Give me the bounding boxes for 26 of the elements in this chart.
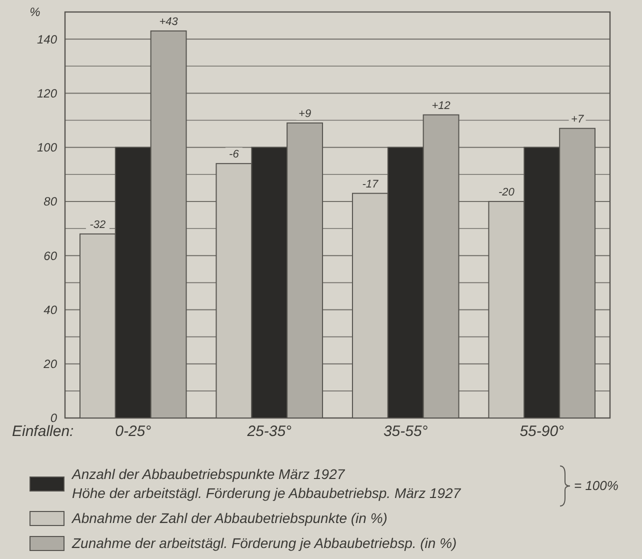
y-tick-label: 40 [44,302,58,317]
annotation: +9 [298,108,312,120]
y-tick-label: 140 [36,32,58,46]
annotation: -32 [90,218,106,231]
annotation: -17 [362,178,380,190]
annotation: -6 [229,148,240,161]
y-tick-label: 100 [36,140,58,155]
x-tick-label: 35-55° [383,423,428,440]
x-tick-label: 0-25° [115,423,152,440]
y-tick-label: 20 [42,357,58,372]
annotation: -20 [498,186,516,198]
y-tick-label: 80 [44,194,58,209]
annotation: +7 [571,113,584,126]
legend-label: Anzahl der Abbaubetriebspunkte März 1927 Höhe der arbeitstägl. Förderung je Abbaubetriebsp. März 1927 [71,466,462,501]
x-axis-title: Einfallen: [12,423,74,440]
x-tick-label: 55-90° [520,423,564,440]
y-tick-label: 0 [50,411,58,426]
annotation: +43 [159,16,179,28]
text: = 100% [574,478,618,493]
y-axis-title: % [30,5,41,19]
legend-label: Abnahme der Zahl der Abbaubetriebspunkte (in %) [71,510,388,526]
annotation: +12 [432,100,450,112]
x-tick-label: 25-35° [246,423,292,440]
legend-label: Zunahme der arbeitstägl. Förderung je Abbaubetriebsp. (in %) [71,535,457,551]
y-tick-label: 60 [44,248,58,263]
y-tick-label: 120 [36,86,58,100]
